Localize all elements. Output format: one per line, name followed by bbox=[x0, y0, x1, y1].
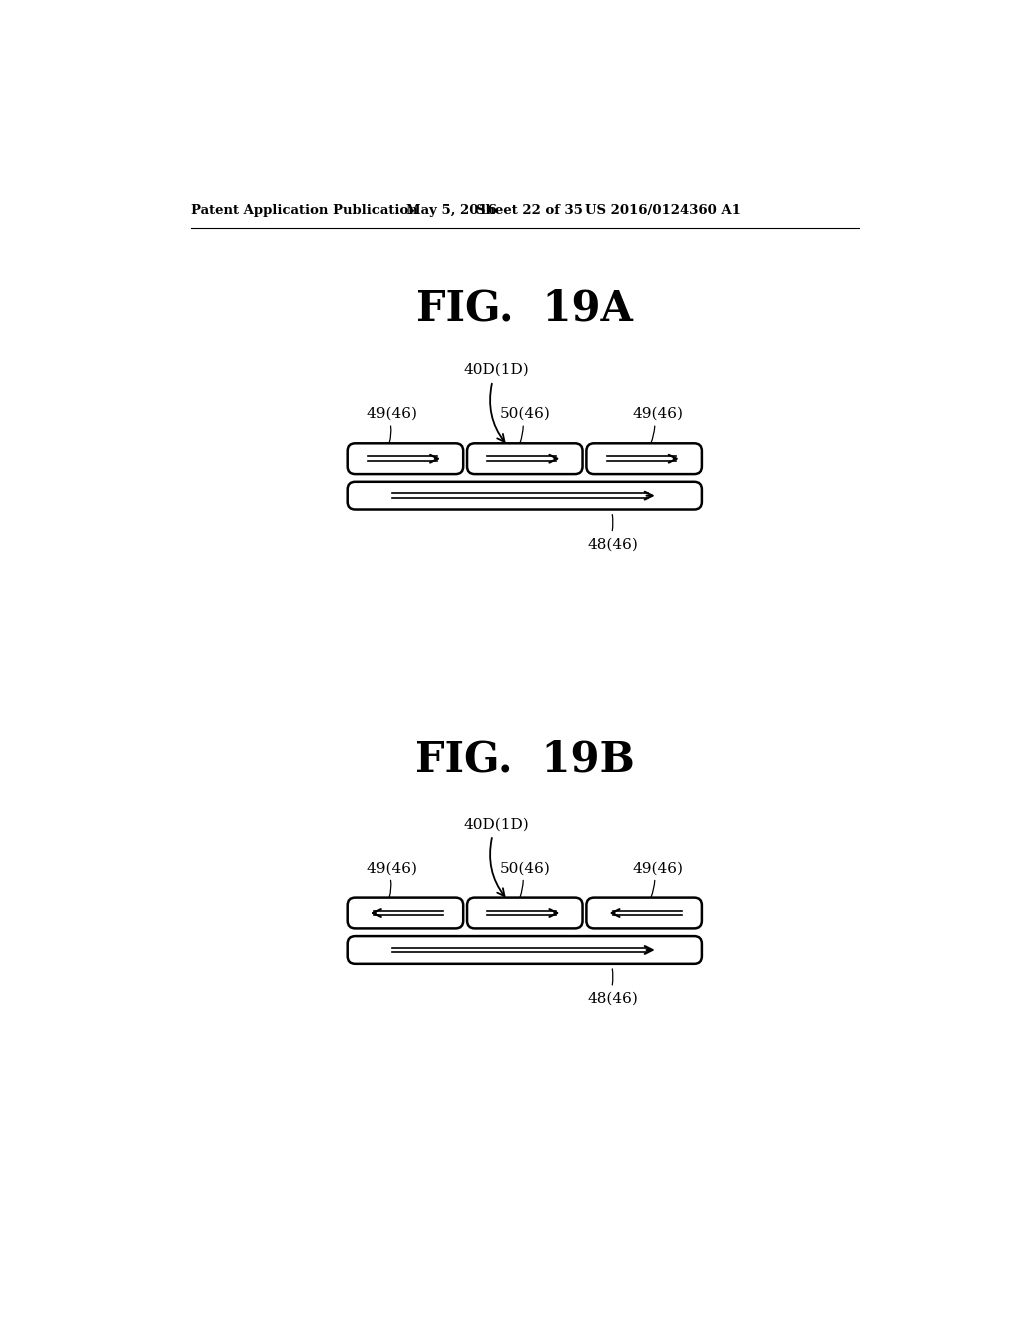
FancyBboxPatch shape bbox=[587, 444, 701, 474]
Text: Sheet 22 of 35: Sheet 22 of 35 bbox=[475, 205, 583, 218]
Text: FIG.  19B: FIG. 19B bbox=[415, 738, 635, 780]
FancyBboxPatch shape bbox=[587, 898, 701, 928]
Text: 49(46): 49(46) bbox=[633, 862, 683, 875]
Text: May 5, 2016: May 5, 2016 bbox=[407, 205, 497, 218]
Text: 49(46): 49(46) bbox=[633, 407, 683, 421]
FancyBboxPatch shape bbox=[467, 444, 583, 474]
Text: FIG.  19A: FIG. 19A bbox=[417, 288, 633, 330]
Text: Patent Application Publication: Patent Application Publication bbox=[190, 205, 418, 218]
FancyBboxPatch shape bbox=[348, 482, 701, 510]
Text: 50(46): 50(46) bbox=[500, 862, 550, 875]
FancyBboxPatch shape bbox=[348, 898, 463, 928]
FancyBboxPatch shape bbox=[348, 936, 701, 964]
Text: 50(46): 50(46) bbox=[500, 407, 550, 421]
Text: 40D(1D): 40D(1D) bbox=[463, 363, 529, 378]
Text: 48(46): 48(46) bbox=[588, 991, 639, 1006]
Text: 40D(1D): 40D(1D) bbox=[463, 817, 529, 832]
FancyBboxPatch shape bbox=[348, 444, 463, 474]
Text: 49(46): 49(46) bbox=[367, 407, 417, 421]
Text: 49(46): 49(46) bbox=[367, 862, 417, 875]
Text: 48(46): 48(46) bbox=[588, 537, 639, 552]
FancyBboxPatch shape bbox=[467, 898, 583, 928]
Text: US 2016/0124360 A1: US 2016/0124360 A1 bbox=[585, 205, 740, 218]
